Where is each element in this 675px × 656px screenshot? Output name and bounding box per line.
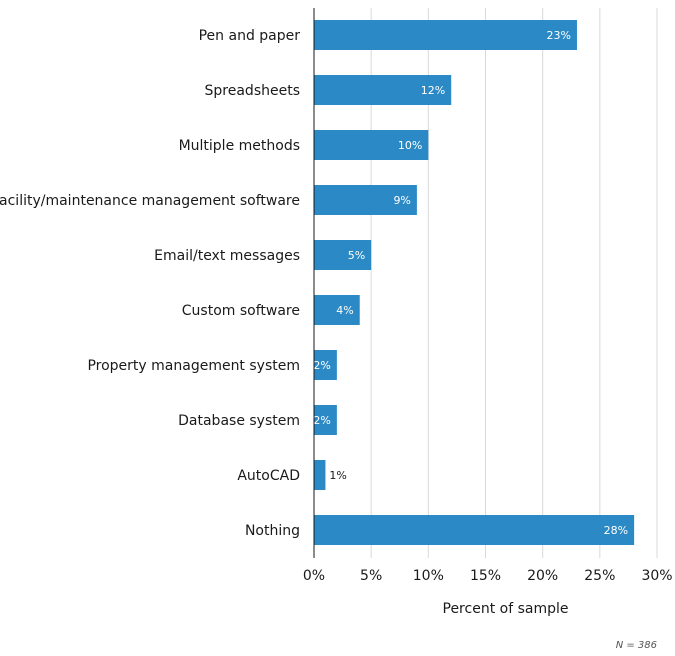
value-label-pen-and-paper: 23% — [547, 29, 571, 42]
category-label-nothing: Nothing — [245, 523, 300, 539]
x-tick-10pct: 10% — [413, 568, 444, 584]
bars — [314, 20, 635, 545]
value-label-email-text-messages: 5% — [348, 249, 365, 262]
bar-email-text-messages — [314, 240, 372, 270]
value-label-custom-software: 4% — [336, 304, 353, 317]
x-tick-5pct: 5% — [360, 568, 382, 584]
value-label-facility-maintenance-management-software: 9% — [393, 194, 410, 207]
value-label-property-management-system: 2% — [313, 359, 330, 372]
category-label-pen-and-paper: Pen and paper — [199, 28, 301, 44]
value-label-database-system: 2% — [313, 414, 330, 427]
bar-autocad — [314, 460, 326, 490]
bar-spreadsheets — [314, 75, 452, 105]
category-label-database-system: Database system — [178, 413, 300, 429]
sample-size-footnote: N = 386 — [616, 640, 657, 651]
bar-facility-maintenance-management-software — [314, 185, 417, 215]
bar-nothing — [314, 515, 635, 545]
value-label-autocad: 1% — [329, 469, 346, 482]
value-label-multiple-methods: 10% — [398, 139, 422, 152]
x-tick-15pct: 15% — [470, 568, 501, 584]
x-tick-25pct: 25% — [584, 568, 615, 584]
x-tick-30pct: 30% — [641, 568, 672, 584]
category-label-multiple-methods: Multiple methods — [179, 138, 300, 154]
bar-property-management-system — [314, 350, 337, 380]
category-label-facility-maintenance-management-software: Facility/maintenance management software — [0, 193, 300, 209]
category-label-email-text-messages: Email/text messages — [154, 248, 300, 264]
bar-pen-and-paper — [314, 20, 577, 50]
category-label-spreadsheets: Spreadsheets — [205, 83, 300, 99]
bar-database-system — [314, 405, 337, 435]
value-label-spreadsheets: 12% — [421, 84, 445, 97]
x-axis-title: Percent of sample — [443, 601, 569, 617]
x-tick-0pct: 0% — [303, 568, 325, 584]
category-label-property-management-system: Property management system — [87, 358, 300, 374]
bar-custom-software — [314, 295, 360, 325]
data-labels: 23% 12% 10% 9% 5% 4% 2% 2% 1% 28% — [313, 29, 628, 537]
value-label-nothing: 28% — [604, 524, 628, 537]
bar-multiple-methods — [314, 130, 429, 160]
x-tick-labels: 0% 5% 10% 15% 20% 25% 30% — [303, 568, 673, 584]
category-label-autocad: AutoCAD — [237, 468, 300, 484]
x-tick-20pct: 20% — [527, 568, 558, 584]
category-labels: Pen and paper Spreadsheets Multiple method… — [0, 28, 300, 539]
category-label-custom-software: Custom software — [182, 303, 300, 319]
